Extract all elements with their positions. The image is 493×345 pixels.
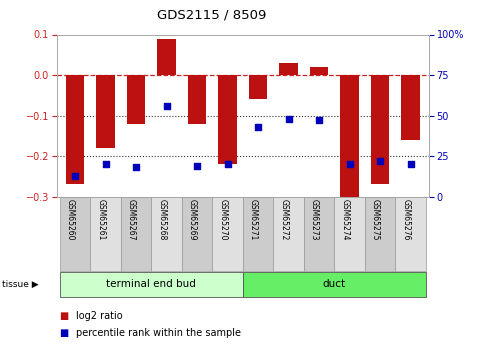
Point bbox=[376, 158, 384, 164]
Bar bbox=[121, 197, 151, 271]
Bar bbox=[243, 272, 426, 297]
Bar bbox=[96, 75, 115, 148]
Text: percentile rank within the sample: percentile rank within the sample bbox=[76, 328, 242, 338]
Bar bbox=[341, 75, 359, 197]
Text: terminal end bud: terminal end bud bbox=[106, 279, 196, 289]
Bar bbox=[218, 75, 237, 164]
Text: GSM65267: GSM65267 bbox=[127, 199, 136, 240]
Bar bbox=[90, 197, 121, 271]
Point bbox=[163, 103, 171, 109]
Point bbox=[315, 118, 323, 123]
Bar bbox=[401, 75, 420, 140]
Bar bbox=[127, 75, 145, 124]
Bar bbox=[310, 67, 328, 75]
Text: ■: ■ bbox=[59, 311, 69, 321]
Text: GSM65273: GSM65273 bbox=[310, 199, 319, 240]
Text: GSM65271: GSM65271 bbox=[249, 199, 258, 240]
Bar bbox=[182, 197, 212, 271]
Text: tissue ▶: tissue ▶ bbox=[2, 280, 39, 289]
Bar bbox=[304, 197, 334, 271]
Text: GSM65269: GSM65269 bbox=[188, 199, 197, 240]
Text: GSM65275: GSM65275 bbox=[371, 199, 380, 240]
Bar bbox=[371, 75, 389, 185]
Text: ■: ■ bbox=[59, 328, 69, 338]
Bar bbox=[249, 75, 267, 99]
Bar bbox=[273, 197, 304, 271]
Text: GSM65260: GSM65260 bbox=[66, 199, 75, 240]
Point bbox=[102, 161, 109, 167]
Text: GSM65272: GSM65272 bbox=[280, 199, 288, 240]
Bar bbox=[243, 197, 273, 271]
Point bbox=[193, 163, 201, 169]
Text: GSM65270: GSM65270 bbox=[218, 199, 228, 240]
Bar bbox=[157, 39, 176, 75]
Bar bbox=[365, 197, 395, 271]
Bar bbox=[334, 197, 365, 271]
Text: log2 ratio: log2 ratio bbox=[76, 311, 123, 321]
Text: GSM65261: GSM65261 bbox=[97, 199, 106, 240]
Bar bbox=[60, 272, 243, 297]
Point bbox=[254, 124, 262, 130]
Point bbox=[132, 165, 140, 170]
Point bbox=[346, 161, 353, 167]
Bar bbox=[280, 63, 298, 75]
Point bbox=[284, 116, 292, 121]
Bar bbox=[60, 197, 90, 271]
Text: GSM65268: GSM65268 bbox=[158, 199, 167, 240]
Bar bbox=[151, 197, 182, 271]
Point bbox=[224, 161, 232, 167]
Point bbox=[407, 161, 415, 167]
Text: GDS2115 / 8509: GDS2115 / 8509 bbox=[157, 9, 267, 22]
Bar bbox=[66, 75, 84, 185]
Bar bbox=[188, 75, 206, 124]
Text: GSM65276: GSM65276 bbox=[402, 199, 411, 240]
Bar bbox=[212, 197, 243, 271]
Bar bbox=[395, 197, 426, 271]
Point bbox=[71, 173, 79, 178]
Text: GSM65274: GSM65274 bbox=[341, 199, 350, 240]
Text: duct: duct bbox=[323, 279, 346, 289]
